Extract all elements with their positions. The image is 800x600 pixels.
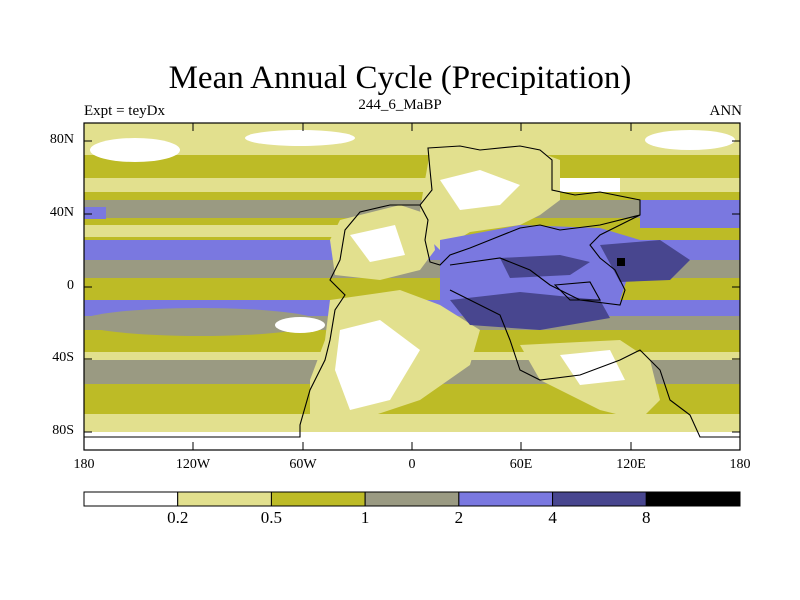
field-dry-arctic-mid (245, 130, 355, 146)
field-dry-continent-west (350, 225, 405, 262)
field-dry-continent-north (440, 170, 520, 210)
run-name-label: 244_6_MaBP (358, 97, 442, 113)
x-tick-120w: 120W (175, 457, 211, 472)
field-dry-northeast (560, 178, 620, 192)
colorbar-label: 4 (548, 508, 557, 527)
y-tick-80s: 80S (52, 423, 74, 438)
field-heavy-rain-east (600, 240, 690, 282)
y-tick-0: 0 (67, 278, 74, 293)
x-tick-180-west: 180 (73, 457, 95, 472)
field-dry-continent-south (335, 320, 420, 410)
map-field (84, 123, 740, 450)
field-dry-arctic-west (90, 138, 180, 162)
colorbar-swatch (177, 491, 272, 507)
field-storm-track-east (640, 200, 740, 228)
colorbar-label: 0.2 (167, 508, 189, 527)
experiment-label: Expt = teyDx (84, 103, 165, 119)
colorbar-swatch (364, 491, 460, 507)
coastlines (84, 145, 740, 438)
field-pacific-south (84, 308, 320, 336)
season-label: ANN (709, 103, 743, 119)
field-storm-track-west (84, 207, 106, 219)
field-dry-pacific-south (275, 317, 325, 333)
field-dry-arctic-east (645, 130, 735, 150)
colorbar (83, 491, 741, 507)
field-heavy-rain-south (450, 292, 610, 330)
axis-ticks (84, 123, 740, 450)
field-heavy-rain-north (500, 255, 590, 278)
colorbar-swatch (645, 491, 741, 507)
field-equator-south (84, 280, 740, 292)
x-tick-60w: 60W (289, 457, 317, 472)
x-tick-0: 0 (408, 457, 416, 472)
colorbar-label: 2 (454, 508, 464, 527)
y-tick-40s: 40S (52, 350, 74, 365)
x-tick-180-east: 180 (729, 457, 751, 472)
colorbar-swatch (270, 491, 366, 507)
y-tick-40n: 40N (49, 205, 74, 220)
field-subtropics-north (84, 225, 384, 237)
colorbar-label: 1 (360, 508, 370, 527)
x-tick-60e: 60E (509, 457, 533, 472)
colorbar-swatch (458, 491, 554, 507)
colorbar-label: 0.5 (260, 508, 283, 527)
y-tick-80n: 80N (49, 132, 74, 147)
field-band-50n (84, 178, 740, 192)
colorbar-swatch (552, 491, 647, 507)
field-band-70s (84, 414, 740, 432)
colorbar-label: 8 (642, 508, 651, 527)
field-max-rain-cell (617, 258, 625, 266)
colorbar-swatch (83, 491, 179, 507)
field-dry-continent-southeast (560, 350, 625, 385)
plot-title: Mean Annual Cycle (Precipitation) (168, 60, 632, 96)
x-tick-120e: 120E (616, 457, 646, 472)
